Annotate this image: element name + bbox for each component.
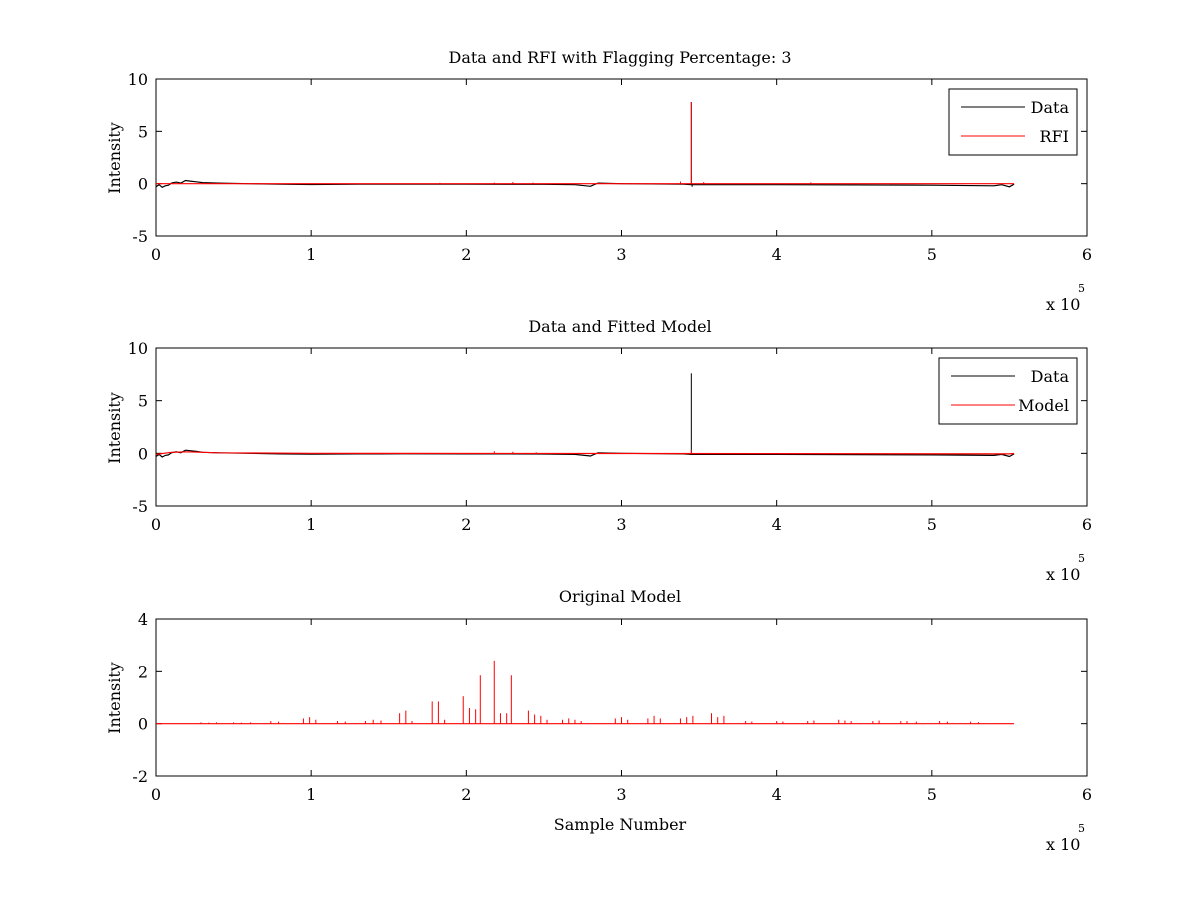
x-tick-label: 5 [927,785,937,804]
y-axis-label: Intensity [105,122,124,194]
x-tick-label: 2 [461,245,471,264]
x-tick-label: 5 [927,515,937,534]
y-tick-label: -2 [132,767,148,786]
y-tick-label: -5 [132,227,148,246]
x-tick-label: 6 [1082,785,1092,804]
legend-label: Model [1018,396,1069,415]
x-tick-label: 4 [772,245,782,264]
legend-box [948,88,1078,156]
x-multiplier-label: x 10 [1046,835,1080,854]
x-tick-label: 1 [306,515,316,534]
legend-label: Data [1031,98,1070,117]
x-tick-label: 2 [461,515,471,534]
legend-label: Data [1031,367,1070,386]
x-exponent-label: 5 [1078,822,1085,835]
chart-title: Data and Fitted Model [528,317,711,336]
y-tick-label: -5 [132,497,148,516]
chart-panel-3: Original Model Intensity Sample Number x… [105,587,1092,854]
x-exponent-label: 5 [1078,282,1085,295]
x-tick-label: 1 [306,785,316,804]
x-tick-label: 3 [616,785,626,804]
y-tick-label: 5 [138,122,148,141]
y-tick-label: 0 [138,175,148,194]
x-tick-label: 4 [772,515,782,534]
y-tick-label: 10 [128,339,148,358]
y-tick-label: 4 [138,610,148,629]
x-tick-label: 0 [151,245,161,264]
plot-area [155,78,1088,237]
x-tick-label: 5 [927,245,937,264]
x-tick-label: 6 [1082,515,1092,534]
x-tick-label: 4 [772,785,782,804]
y-tick-label: 5 [138,392,148,411]
y-tick-label: 2 [138,662,148,681]
x-axis-label: Sample Number [554,815,687,834]
chart-title: Original Model [559,587,681,606]
x-tick-label: 0 [151,515,161,534]
series-line-model [155,451,1015,455]
y-tick-label: 10 [128,70,148,89]
x-multiplier-label: x 10 [1046,565,1080,584]
chart-panel-1: Data and RFI with Flagging Percentage: 3… [105,48,1092,314]
legend: Data Model [938,357,1078,425]
x-tick-label: 3 [616,515,626,534]
chart-title: Data and RFI with Flagging Percentage: 3 [448,48,791,67]
x-tick-label: 6 [1082,245,1092,264]
chart-panel-2: Data and Fitted Model Intensity x 10 5 0… [105,317,1092,584]
x-multiplier-label: x 10 [1046,295,1080,314]
legend-box [938,357,1078,425]
legend-label: RFI [1040,127,1069,146]
plot-area [155,618,1088,777]
x-tick-label: 1 [306,245,316,264]
y-tick-label: 0 [138,444,148,463]
x-tick-label: 0 [151,785,161,804]
plot-area [155,347,1088,507]
legend: Data RFI [948,88,1078,156]
x-tick-label: 3 [616,245,626,264]
x-exponent-label: 5 [1078,552,1085,565]
y-tick-label: 0 [138,715,148,734]
y-axis-label: Intensity [105,392,124,464]
y-axis-label: Intensity [105,662,124,734]
x-tick-label: 2 [461,785,471,804]
